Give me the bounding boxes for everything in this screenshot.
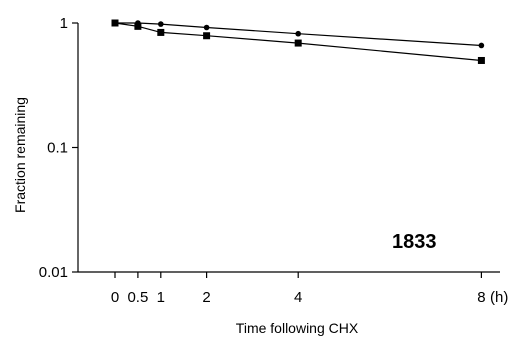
series-2-point — [157, 28, 165, 36]
series-1-line — [115, 22, 482, 47]
x-tick-label: 1 — [157, 289, 165, 306]
series-lines — [114, 22, 482, 62]
chart-axes — [77, 23, 500, 273]
x-ticks: 0 0.5 1 2 4 8 — [111, 272, 486, 306]
x-tick-label: 8 — [477, 289, 485, 306]
x-unit-label: (h) — [490, 289, 508, 306]
series-2-point — [111, 19, 119, 27]
series-2-line — [114, 22, 482, 62]
series-2-point — [134, 22, 142, 30]
series-1-point — [295, 30, 302, 37]
series-1-point — [158, 21, 164, 27]
y-ticks: 1 0.1 0.01 — [39, 15, 78, 281]
series-1-point — [203, 24, 210, 31]
x-tick-label: 2 — [202, 289, 210, 306]
y-axis-title: Fraction remaining — [12, 97, 28, 213]
y-tick-label: 0.1 — [47, 140, 68, 157]
series-2-point — [294, 39, 302, 47]
y-tick-label: 1 — [60, 15, 68, 32]
x-tick-label: 4 — [294, 289, 302, 306]
chart-annotation: 1833 — [392, 231, 437, 253]
x-tick-label: 0.5 — [127, 289, 148, 306]
x-axis-title: Time following CHX — [236, 320, 359, 336]
series-points — [111, 19, 485, 64]
x-tick-label: 0 — [111, 289, 119, 306]
series-2-point — [477, 56, 485, 64]
series-1-point — [478, 42, 485, 49]
y-tick-label: 0.01 — [39, 264, 68, 281]
series-2-point — [203, 32, 211, 40]
